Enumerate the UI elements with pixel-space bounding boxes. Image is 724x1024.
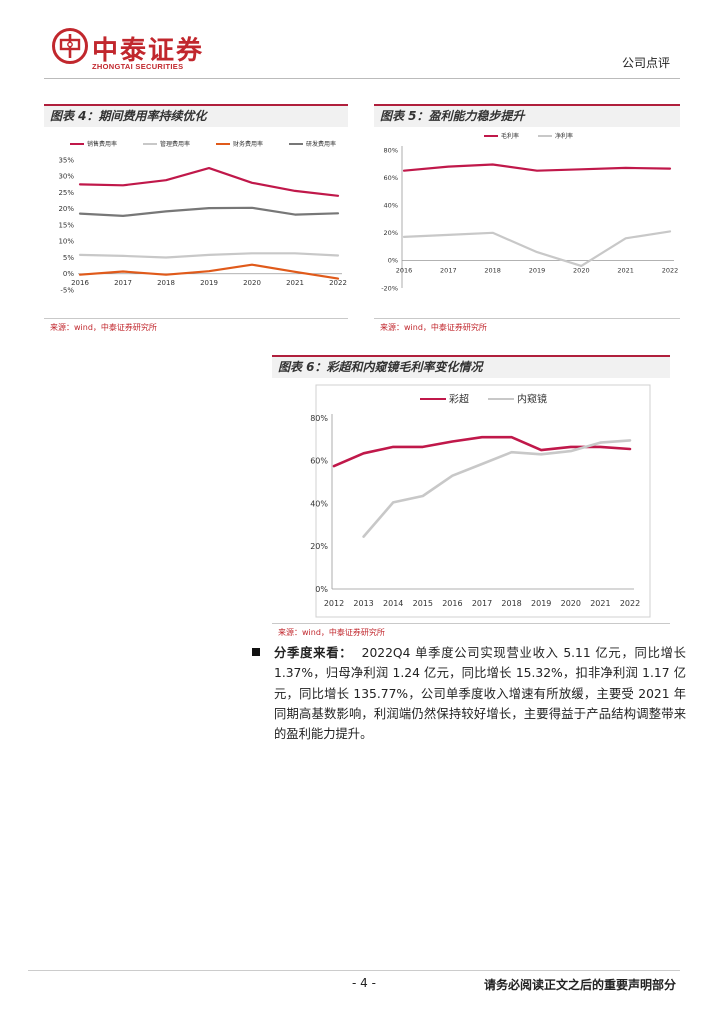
fig4-x-tick-label: 2020 [243,279,261,287]
fig6-x-tick-label: 2018 [501,599,521,608]
fig5-x-tick-label: 2021 [617,266,634,274]
fig6-x-tick-label: 2012 [324,599,344,608]
fig5-x-tick-label: 2022 [662,266,679,274]
fig5-y-tick-label: 20% [384,229,398,237]
fig5-source-divider [374,318,680,319]
logo-icon [52,28,88,64]
fig5-x-tick-label: 2018 [484,266,501,274]
fig4-x-tick-label: 2017 [114,279,132,287]
fig5-chart: -20% 0% 20% 40% 60% 80% 2016 2017 2018 2019 2020 20… [381,132,679,292]
fig6-x-tick-label: 2020 [561,599,581,608]
fig6-title-bar [272,355,670,357]
fig4-source: 来源：wind，中泰证券研究所 [50,323,157,332]
fig6-source: 来源：wind，中泰证券研究所 [278,628,385,637]
fig5-y-tick-label: 60% [384,174,398,182]
fig6-series-line-1 [362,439,632,538]
fig5-series-line-1 [402,230,672,267]
fig5-x-tick-label: 2016 [396,266,413,274]
header-divider [44,78,680,79]
fig5-x-tick-label: 2017 [440,266,457,274]
fig6-source-divider [272,623,670,624]
fig5-x-tick-label: 2020 [573,266,590,274]
company-name-en: ZHONGTAI SECURITIES [92,62,184,71]
fig4-x-tick-label: 2016 [71,279,89,287]
fig4-series-line-2 [78,263,340,280]
footer-disclaimer: 请务必阅读正文之后的重要声明部分 [483,978,676,992]
fig6-plot-frame [315,384,651,618]
fig5-y-tick-label: 80% [384,146,398,154]
bullet-icon [252,648,260,656]
fig6-x-tick-label: 2017 [472,599,492,608]
fig6-legend-label: 内窥镜 [517,393,547,406]
fig4-y-tick-label: 25% [58,189,74,197]
fig4-legend-label: 销售费用率 [87,140,117,148]
fig6-y-tick-label: 80% [310,414,328,423]
fig6-y-tick-label: 0% [315,585,328,594]
fig4-y-tick-label: 15% [58,221,74,229]
fig4-y-tick-label: -5% [60,286,74,294]
fig4-y-tick-label: 5% [63,254,74,262]
fig4-chart: -5% 0% 5% 10% 15% 20% 25% 30% 35% 2016 2017 2018 201… [58,140,347,294]
fig6-x-tick-label: 2013 [353,599,373,608]
fig6-y-tick-label: 60% [310,457,328,466]
fig5-source: 来源：wind，中泰证券研究所 [380,323,487,332]
fig4-x-tick-label: 2019 [200,279,218,287]
fig4-y-tick-label: 10% [58,238,74,246]
fig6-x-tick-label: 2022 [620,599,640,608]
fig6-title: 图表 6：彩超和内窥镜毛利率变化情况 [272,357,670,378]
company-name-cn: 中泰证券 [92,36,205,66]
fig4-legend-label: 财务费用率 [233,140,263,148]
fig4-title: 图表 4：期间费用率持续优化 [44,106,348,127]
fig6-x-tick-label: 2019 [531,599,551,608]
fig4-y-tick-label: 0% [63,270,74,278]
fig4-series-line-1 [78,252,340,259]
fig4-legend-label: 管理费用率 [160,140,190,148]
fig5-y-tick-label: -20% [381,284,398,292]
fig6-y-tick-label: 40% [310,499,328,508]
fig4-y-tick-label: 35% [58,156,74,164]
fig5-legend-label: 净利率 [555,132,573,140]
fig6-x-tick-label: 2015 [413,599,433,608]
fig6-legend-label: 彩超 [449,393,469,406]
paragraph-body: 2022Q4 单季度公司实现营业收入 5.11 亿元，同比增长 1.37%，归母… [274,646,686,742]
fig4-legend-label: 研发费用率 [306,140,336,148]
paragraph-text: 分季度来看： 2022Q4 单季度公司实现营业收入 5.11 亿元，同比增长 1… [274,643,686,744]
fig5-y-tick-label: 40% [384,201,398,209]
fig6-series-line-0 [332,435,632,468]
fig4-series-line-0 [78,167,340,197]
fig5-legend-label: 毛利率 [501,132,519,140]
page-number: - 4 - [352,976,376,990]
fig5-series-line-0 [402,163,672,172]
fig4-x-tick-label: 2021 [286,279,304,287]
document-type: 公司点评 [621,56,670,70]
fig4-source-divider [44,318,348,319]
paragraph-lead: 分季度来看： [274,646,353,660]
fig4-y-tick-label: 20% [58,205,74,213]
fig6-x-tick-label: 2014 [383,599,403,608]
fig6-x-tick-label: 2021 [590,599,610,608]
fig4-x-tick-label: 2022 [329,279,347,287]
fig6-chart: 0% 20% 40% 60% 80% 2012 2013 2014 2015 2016 2017 20… [310,384,651,618]
fig5-title: 图表 5：盈利能力稳步提升 [374,106,680,127]
fig6-x-tick-label: 2016 [442,599,462,608]
fig6-y-tick-label: 20% [310,542,328,551]
fig5-y-tick-label: 0% [388,257,398,265]
fig4-title-bar [44,104,348,106]
fig4-x-tick-label: 2018 [157,279,175,287]
footer-divider [28,970,680,971]
fig4-series-line-3 [78,206,340,217]
fig4-y-tick-label: 30% [58,173,74,181]
fig5-x-tick-label: 2019 [529,266,546,274]
fig5-title-bar [374,104,680,106]
